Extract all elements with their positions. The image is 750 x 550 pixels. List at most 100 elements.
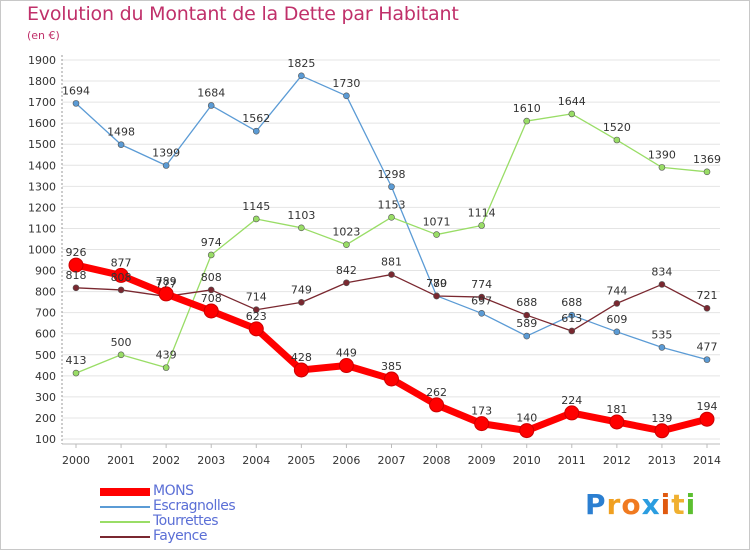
legend-item-tourrettes: Tourrettes [100,513,360,530]
label-mons-2003: 708 [201,292,222,305]
point-mons-2007 [384,371,399,387]
y-tick-1100: 1100 [28,222,56,235]
point-mons-2006 [338,358,354,374]
point-escragnolles-2000 [72,100,80,107]
y-tick-1000: 1000 [28,244,56,257]
legend-item-mons: MONS [100,483,360,500]
y-tick-1300: 1300 [28,180,56,193]
label-mons-2009: 173 [471,405,492,418]
label-fayence-2009: 774 [471,278,492,291]
y-tick-800: 800 [35,286,56,299]
point-escragnolles-2003 [207,102,215,109]
x-tick-2002: 2002 [152,454,180,467]
legend-swatch-escragnolles [100,506,150,508]
label-escragnolles-2011: 688 [561,296,582,309]
point-mons-2010 [519,423,535,439]
point-fayence-2014 [703,304,711,312]
point-tourrettes-2008 [433,231,440,238]
legend-swatch-mons [100,488,150,496]
point-mons-2004 [248,321,264,337]
series-tourrettes [72,110,711,377]
point-fayence-2009 [478,293,485,301]
point-escragnolles-2007 [388,183,395,191]
point-tourrettes-2011 [568,110,576,118]
logo-letter: o [621,488,642,521]
y-tick-200: 200 [35,412,56,425]
legend-item-fayence: Fayence [100,528,360,545]
label-mons-2006: 449 [336,347,357,360]
label-tourrettes-2012: 1520 [603,121,631,134]
label-escragnolles-2001: 1498 [107,126,135,139]
point-mons-2005 [293,362,309,378]
label-mons-2005: 428 [291,351,312,364]
label-mons-2002: 789 [156,275,177,288]
legend-label-tourrettes: Tourrettes [153,513,219,529]
x-tick-2010: 2010 [513,454,541,467]
x-tick-2014: 2014 [693,454,721,467]
label-escragnolles-2004: 1562 [242,112,270,125]
point-escragnolles-2014 [703,356,711,363]
label-fayence-2001: 808 [111,271,132,284]
point-fayence-2007 [388,271,395,278]
y-tick-1600: 1600 [28,117,56,130]
point-mons-2009 [474,416,490,432]
x-tick-2003: 2003 [197,454,225,467]
label-mons-2001: 877 [111,256,132,269]
x-tick-2001: 2001 [107,454,135,467]
x-tick-2004: 2004 [242,454,270,467]
logo-letter: r [606,488,622,521]
point-tourrettes-2003 [207,251,215,259]
x-tick-2013: 2013 [648,454,676,467]
y-tick-1800: 1800 [28,75,56,88]
point-escragnolles-2001 [117,141,125,148]
label-fayence-2004: 714 [246,291,267,304]
point-tourrettes-2007 [388,213,395,221]
point-tourrettes-2001 [117,351,125,359]
point-tourrettes-2009 [478,222,485,229]
point-mons-2012 [609,414,625,430]
label-escragnolles-2008: 780 [426,277,447,290]
label-fayence-2013: 834 [651,265,672,278]
x-tick-2000: 2000 [62,454,90,467]
series-escragnolles [72,72,711,363]
label-mons-2007: 385 [381,360,402,373]
point-escragnolles-2009 [478,309,485,317]
point-fayence-2011 [568,327,576,335]
x-tick-2012: 2012 [603,454,631,467]
label-fayence-2012: 744 [606,284,627,297]
label-escragnolles-2009: 697 [471,294,492,307]
point-mons-2002 [158,286,174,302]
label-tourrettes-2014: 1369 [693,153,721,166]
logo-letter: t [671,488,686,521]
point-mons-2008 [429,397,445,413]
point-mons-2003 [203,303,219,319]
point-tourrettes-2013 [658,164,666,171]
point-tourrettes-2012 [613,136,621,144]
y-tick-100: 100 [35,433,56,446]
y-tick-500: 500 [35,349,56,362]
label-tourrettes-2000: 413 [66,354,87,367]
label-mons-2012: 181 [606,403,627,416]
y-tick-labels: 100 200 300 400 500 600 700 800 900 1000 1100 1200 1… [28,54,56,446]
chart-subtitle: (en €) [27,29,60,42]
point-tourrettes-2006 [343,241,350,248]
y-tick-900: 900 [35,265,56,278]
legend-item-escragnolles: Escragnolles [100,498,360,515]
label-tourrettes-2006: 1023 [332,226,360,239]
label-mons-2014: 194 [697,400,718,413]
label-fayence-2010: 688 [516,296,537,309]
label-fayence-2014: 721 [697,289,718,302]
point-escragnolles-2005 [298,72,305,80]
point-mons-2001 [113,267,129,283]
label-escragnolles-2006: 1730 [332,77,360,90]
point-fayence-2008 [433,292,440,300]
point-escragnolles-2002 [162,162,170,169]
label-fayence-2011: 613 [561,312,582,325]
label-mons-2010: 140 [516,412,537,425]
y-tick-1900: 1900 [28,54,56,67]
label-escragnolles-2000: 1694 [62,84,90,97]
legend-label-mons: MONS [153,483,194,499]
label-escragnolles-2007: 1298 [378,168,406,181]
label-tourrettes-2008: 1071 [423,216,451,229]
